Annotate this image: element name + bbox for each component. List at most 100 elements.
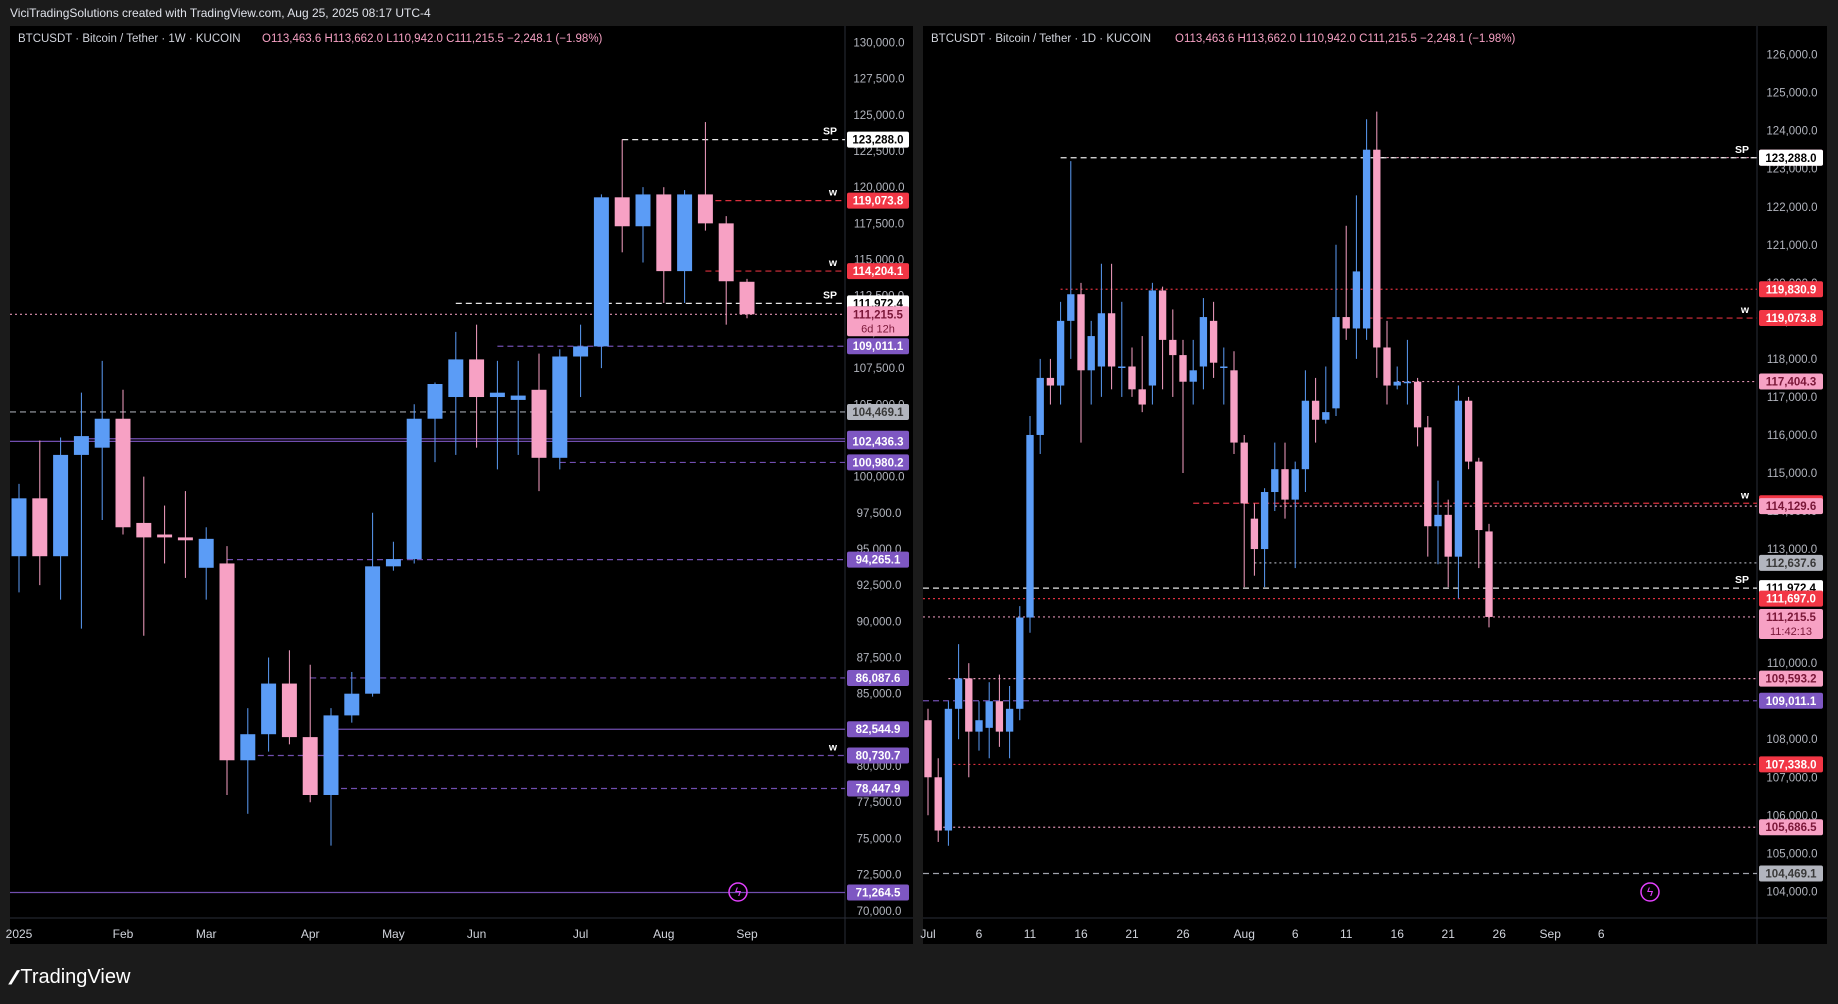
weekly-price-tick: 80,000.0 [857, 761, 902, 773]
daily-price-tick: 110,000.0 [1767, 658, 1817, 670]
weekly-price-tick: 72,500.0 [857, 870, 902, 882]
weekly-price-tick: 120,000.0 [853, 182, 904, 194]
daily-candle-body [1260, 492, 1269, 550]
weekly-time-tick: Feb [113, 927, 134, 941]
daily-candle-body [1148, 290, 1157, 386]
weekly-candle-body [136, 522, 152, 538]
weekly-price-tick: 122,500.0 [853, 146, 904, 158]
daily-candle-body [1016, 617, 1024, 709]
weekly-price-label-bg [847, 780, 909, 797]
daily-candle-body [1454, 400, 1463, 557]
weekly-candle-body [261, 683, 277, 735]
daily-candle-body [1424, 427, 1432, 527]
tradingview-logo[interactable]: ⁄⁄ TradingView [12, 966, 130, 989]
daily-candle-body [1332, 317, 1340, 409]
daily-time-tick: 26 [1176, 927, 1190, 941]
weekly-price-tick: 127,500.0 [853, 74, 904, 86]
daily-candle-body [1158, 290, 1167, 340]
daily-candle-body [924, 720, 932, 778]
daily-candle-body [954, 678, 963, 709]
daily-price-tick: 118,000.0 [1767, 354, 1817, 366]
weekly-alert-icon-glyph: ϟ [735, 885, 742, 899]
weekly-price-tick: 107,500.0 [853, 363, 904, 375]
screenshot-caption: ViciTradingSolutions created with Tradin… [10, 6, 431, 20]
weekly-candle-body [198, 538, 214, 568]
daily-candle-body [1342, 317, 1350, 329]
daily-price-label: 104,469.1 [1765, 869, 1817, 881]
daily-candle-body [975, 720, 983, 732]
weekly-candle-body [302, 737, 318, 795]
weekly-price-label: 114,204.1 [853, 266, 904, 278]
weekly-price-tick: 70,000.0 [857, 906, 902, 918]
daily-candle-body [995, 701, 1004, 732]
weekly-level-tag: SP [823, 126, 837, 138]
weekly-time-tick: Sep [736, 927, 758, 941]
daily-candle-body [1271, 469, 1279, 493]
weekly-candle-body [656, 194, 672, 272]
daily-candle-body [1291, 469, 1299, 500]
daily-price-label: 111,215.5 [1766, 612, 1816, 624]
weekly-price-tick: 125,000.0 [853, 110, 904, 122]
daily-candle-body [1403, 381, 1412, 384]
weekly-ohlc-readout: O113,463.6 H113,662.0 L110,942.0 C111,21… [262, 33, 603, 45]
daily-candle-body [1118, 366, 1126, 369]
weekly-time-tick: May [382, 927, 405, 941]
daily-candle-body [1056, 320, 1065, 386]
daily-price-label-bg [1759, 590, 1823, 607]
weekly-candle-body [573, 346, 589, 357]
daily-time-tick: 16 [1391, 927, 1405, 941]
weekly-candle-body [73, 436, 89, 455]
weekly-price-label-bg [847, 721, 909, 738]
daily-candle-body [1179, 355, 1187, 382]
weekly-candle-body [614, 197, 630, 227]
weekly-price-label-bg [847, 263, 909, 280]
daily-price-tick: 107,000.0 [1766, 772, 1817, 784]
weekly-candle-body [469, 359, 485, 398]
daily-time-tick: 26 [1493, 927, 1507, 941]
daily-price-tick: 104,000.0 [1766, 886, 1817, 898]
weekly-candle-body [739, 281, 755, 315]
daily-candle-body [1362, 149, 1371, 329]
weekly-alert-icon [728, 882, 748, 902]
daily-price-label-bg [1759, 608, 1823, 639]
weekly-candle-body [697, 194, 713, 224]
weekly-price-tick: 100,000.0 [853, 472, 904, 484]
daily-candle-body [1475, 461, 1483, 531]
daily-time-tick: Jul [920, 927, 935, 941]
daily-candle-body [1281, 469, 1289, 500]
daily-price-label: 107,338.0 [1765, 759, 1816, 771]
weekly-price-label: 123,288.0 [852, 135, 903, 147]
daily-price-label: 111,697.0 [1766, 594, 1816, 606]
daily-alert-icon-glyph: ϟ [1647, 885, 1654, 899]
daily-candle-body [965, 678, 973, 732]
weekly-price-tick: 85,000.0 [857, 689, 902, 701]
daily-price-tick: 121,000.0 [1766, 240, 1817, 252]
daily-candle-body [1444, 514, 1452, 557]
weekly-price-label-bg [847, 669, 909, 686]
daily-time-tick: 11 [1340, 927, 1353, 941]
daily-price-label: 123,288.0 [1765, 153, 1816, 165]
daily-candle-body [1352, 271, 1361, 329]
daily-candle-body [1005, 708, 1014, 732]
weekly-time-tick: Jun [467, 927, 486, 941]
daily-candle-body [1026, 434, 1034, 618]
daily-price-tick: 116,000.0 [1767, 430, 1817, 442]
daily-candle-body [1413, 381, 1422, 428]
weekly-candle-body [11, 498, 27, 557]
daily-price-label: 119,830.9 [1766, 284, 1817, 296]
weekly-candle-body [489, 392, 505, 398]
weekly-candle-body [677, 194, 693, 272]
daily-candle-body [1189, 370, 1197, 382]
daily-price-label: 109,593.2 [1765, 674, 1816, 686]
weekly-candle-body [344, 693, 360, 716]
weekly-price-label-bg [847, 551, 909, 568]
weekly-candle-body [510, 395, 526, 400]
daily-candle-body [1067, 294, 1075, 321]
weekly-price-label: 100,980.2 [852, 457, 903, 469]
daily-price-tick: 117,000.0 [1767, 392, 1817, 404]
daily-candle-body [1230, 370, 1238, 443]
weekly-candle-body [281, 683, 297, 738]
daily-price-label-bg [1759, 865, 1823, 882]
